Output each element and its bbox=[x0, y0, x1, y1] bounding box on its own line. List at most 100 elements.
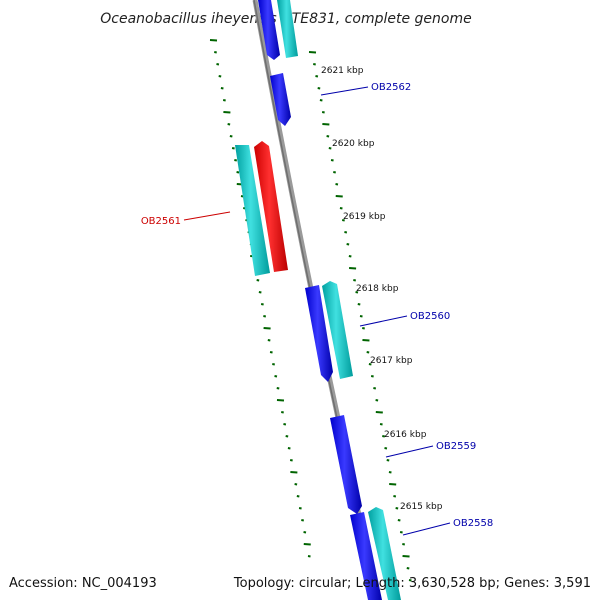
tick-mark-outer bbox=[379, 423, 383, 426]
accession-text: Accession: NC_004193 bbox=[9, 576, 157, 591]
tick-mark-outer bbox=[339, 207, 343, 210]
tick-mark-inner bbox=[307, 555, 311, 558]
tick-mark-outer bbox=[308, 51, 317, 54]
tick-mark-inner bbox=[290, 471, 298, 474]
tick-ring-outer bbox=[308, 51, 412, 582]
tick-mark-inner bbox=[267, 339, 271, 342]
tick-mark-inner bbox=[263, 327, 271, 330]
tick-mark-inner bbox=[276, 399, 285, 402]
tick-mark-inner bbox=[285, 435, 289, 438]
gene-ob2558-blue[interactable] bbox=[350, 512, 382, 600]
tick-mark-inner bbox=[216, 63, 220, 66]
tick-mark-outer bbox=[362, 339, 370, 342]
tick-mark-inner bbox=[209, 39, 218, 42]
tick-mark-outer bbox=[344, 231, 348, 234]
kbp-label-2617: 2617 kbp bbox=[370, 356, 413, 366]
tick-mark-inner bbox=[287, 447, 291, 450]
tick-mark-inner bbox=[294, 483, 298, 486]
summary-text: Topology: circular; Length: 3,630,528 bp… bbox=[233, 576, 591, 591]
tick-mark-outer bbox=[315, 75, 319, 78]
tick-mark-inner bbox=[274, 375, 278, 378]
tick-mark-inner bbox=[218, 75, 222, 78]
tick-mark-outer bbox=[384, 447, 388, 450]
tick-mark-outer bbox=[322, 123, 330, 126]
gene-ob2561-red[interactable] bbox=[254, 141, 288, 272]
tick-mark-inner bbox=[220, 87, 224, 90]
tick-mark-inner bbox=[289, 459, 293, 462]
tick-ring-inner bbox=[209, 39, 311, 558]
gene-label-ob2561[interactable]: OB2561 bbox=[141, 216, 181, 227]
gene-label-ob2562[interactable]: OB2562 bbox=[371, 82, 411, 93]
tick-mark-outer bbox=[349, 267, 357, 270]
tick-mark-outer bbox=[321, 111, 325, 114]
tick-mark-inner bbox=[214, 51, 217, 54]
tick-mark-outer bbox=[406, 567, 410, 570]
tick-mark-outer bbox=[353, 279, 357, 282]
gene-label-ob2559[interactable]: OB2559 bbox=[436, 441, 476, 452]
gene-top-cyan[interactable] bbox=[277, 0, 298, 58]
kbp-label-2615: 2615 kbp bbox=[400, 502, 443, 512]
kbp-label-2618: 2618 kbp bbox=[356, 284, 399, 294]
gene-label-ob2560[interactable]: OB2560 bbox=[410, 311, 450, 322]
tick-mark-outer bbox=[330, 159, 334, 162]
tick-mark-outer bbox=[408, 579, 412, 582]
tick-mark-inner bbox=[263, 315, 267, 318]
tick-mark-outer bbox=[335, 195, 343, 198]
gene-ob2560-cyan[interactable] bbox=[322, 281, 353, 379]
gene-ob2562[interactable] bbox=[270, 73, 291, 126]
tick-mark-outer bbox=[373, 387, 377, 390]
tick-mark-inner bbox=[296, 495, 300, 498]
kbp-label-2619: 2619 kbp bbox=[343, 212, 386, 222]
tick-mark-outer bbox=[317, 87, 321, 90]
tick-mark-outer bbox=[368, 363, 372, 366]
tick-mark-inner bbox=[222, 99, 226, 102]
tick-mark-outer bbox=[355, 291, 359, 294]
tick-mark-outer bbox=[335, 183, 339, 186]
tick-mark-inner bbox=[229, 135, 233, 138]
tick-mark-inner bbox=[303, 531, 307, 534]
tick-mark-inner bbox=[281, 411, 284, 414]
tick-mark-inner bbox=[258, 291, 262, 294]
tick-mark-outer bbox=[393, 495, 397, 498]
tick-mark-outer bbox=[313, 63, 316, 66]
tick-mark-inner bbox=[231, 147, 235, 150]
tick-mark-outer bbox=[388, 471, 392, 474]
kbp-label-2621: 2621 kbp bbox=[321, 66, 364, 76]
tick-mark-inner bbox=[236, 171, 240, 174]
tick-mark-inner bbox=[256, 279, 260, 282]
tick-mark-outer bbox=[333, 171, 336, 174]
leader-ob2559 bbox=[385, 445, 434, 458]
gene-ob2558-cyan[interactable] bbox=[368, 507, 401, 600]
tick-mark-outer bbox=[326, 135, 330, 138]
tick-mark-outer bbox=[382, 435, 385, 438]
gene-ob2560-blue[interactable] bbox=[305, 285, 333, 382]
tick-mark-outer bbox=[328, 147, 332, 150]
gene-ob2559[interactable] bbox=[330, 415, 362, 514]
tick-mark-outer bbox=[348, 255, 352, 258]
leader-ob2561 bbox=[183, 211, 231, 221]
tick-mark-inner bbox=[301, 519, 304, 522]
kbp-label-2620: 2620 kbp bbox=[332, 139, 375, 149]
tick-mark-inner bbox=[276, 387, 280, 390]
tick-mark-inner bbox=[260, 303, 264, 306]
tick-mark-outer bbox=[402, 555, 410, 558]
tick-mark-outer bbox=[366, 351, 370, 354]
gene-top-blue[interactable] bbox=[258, 0, 280, 60]
gene-ob2561-reverse-cyan[interactable] bbox=[235, 145, 270, 276]
tick-mark-outer bbox=[341, 219, 345, 222]
tick-mark-outer bbox=[389, 483, 397, 486]
tick-mark-inner bbox=[223, 111, 231, 114]
tick-mark-outer bbox=[397, 519, 401, 522]
tick-mark-inner bbox=[303, 543, 311, 546]
tick-mark-outer bbox=[319, 99, 323, 102]
tick-mark-inner bbox=[298, 507, 302, 510]
tick-mark-outer bbox=[346, 243, 350, 246]
leader-ob2562 bbox=[320, 86, 369, 96]
leader-ob2558 bbox=[402, 522, 451, 536]
tick-mark-inner bbox=[269, 351, 273, 354]
tick-mark-inner bbox=[234, 159, 238, 162]
gene-label-ob2558[interactable]: OB2558 bbox=[453, 518, 493, 529]
tick-mark-outer bbox=[375, 411, 383, 414]
tick-mark-outer bbox=[402, 543, 406, 546]
